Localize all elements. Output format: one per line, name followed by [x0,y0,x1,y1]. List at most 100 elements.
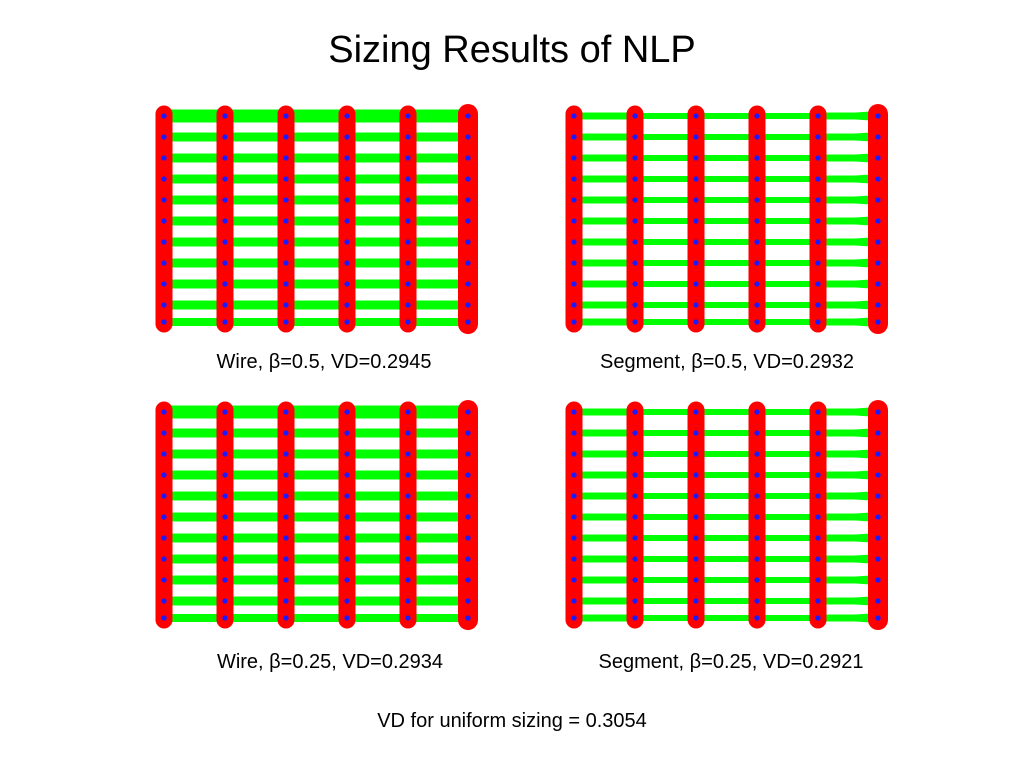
grid-node [465,302,471,308]
grid-node [632,134,638,140]
grid-node [222,493,228,499]
grid-node [283,134,289,140]
grid-node [405,281,411,287]
grid-node [405,514,411,520]
grid-node [571,113,577,119]
grid-node [283,535,289,541]
grid-node [632,615,638,621]
grid-node [344,176,350,182]
grid-node [161,260,167,266]
grid-node [815,176,821,182]
grid-node [754,556,760,562]
grid-node [632,197,638,203]
grid-node [344,451,350,457]
grid-node [465,239,471,245]
grid-node [283,260,289,266]
grid-node [344,218,350,224]
grid-node [161,239,167,245]
grid-node [283,472,289,478]
grid-node [693,430,699,436]
grid-node [571,302,577,308]
grid-node [405,134,411,140]
grid-node [815,535,821,541]
grid-node [815,451,821,457]
grid-node [283,615,289,621]
grid-node [693,134,699,140]
grid-node [754,514,760,520]
grid-node [815,615,821,621]
grid-node [571,535,577,541]
grid-node [465,197,471,203]
grid-node [465,556,471,562]
grid-node [222,451,228,457]
grid-node [571,451,577,457]
grid-node [344,472,350,478]
grid-node [571,197,577,203]
grid-node [161,134,167,140]
grid-node [161,577,167,583]
grid-node [222,514,228,520]
grid-node [405,218,411,224]
grid-node [632,239,638,245]
grid-node [632,598,638,604]
grid-node [693,260,699,266]
grid-node [693,556,699,562]
grid-node [571,577,577,583]
grid-node [815,302,821,308]
grid-node [283,493,289,499]
grid-node [571,281,577,287]
grid-node [405,197,411,203]
grid-node [754,176,760,182]
grid-node [754,615,760,621]
grid-node [875,514,881,520]
grid-node [571,218,577,224]
grid-node [815,472,821,478]
grid-node [161,197,167,203]
grid-node [344,281,350,287]
grid-node [693,451,699,457]
grid-node [693,302,699,308]
grid-node [283,430,289,436]
grid-node [754,260,760,266]
grid-node [222,577,228,583]
grid-node [632,319,638,325]
grid-node [344,239,350,245]
grid-node [875,472,881,478]
grid-node [161,598,167,604]
grid-node [815,556,821,562]
grid-node [875,409,881,415]
grid-node [222,430,228,436]
grid-node [405,556,411,562]
grid-node [161,409,167,415]
grid-node [465,281,471,287]
grid-node [571,260,577,266]
grid-node [754,451,760,457]
grid-node [754,598,760,604]
grid-node [161,556,167,562]
grid-node [571,430,577,436]
grid-node [344,493,350,499]
grid-node [222,535,228,541]
grid-node [161,430,167,436]
grid-node [815,218,821,224]
grid-node [465,493,471,499]
grid-node [283,113,289,119]
grid-node [283,281,289,287]
grid-node [283,176,289,182]
grid-node [283,218,289,224]
grid-node [222,113,228,119]
grid-node [693,598,699,604]
grid-node [222,176,228,182]
grid-node [632,556,638,562]
grid-node [754,239,760,245]
grid-node [161,302,167,308]
grid-node [632,409,638,415]
grid-node [222,319,228,325]
grid-node [283,197,289,203]
grid-node [693,472,699,478]
grid-node [632,514,638,520]
grid-node [754,134,760,140]
grid-node [815,239,821,245]
grid-node [632,577,638,583]
power-grid-diagram [155,104,478,334]
